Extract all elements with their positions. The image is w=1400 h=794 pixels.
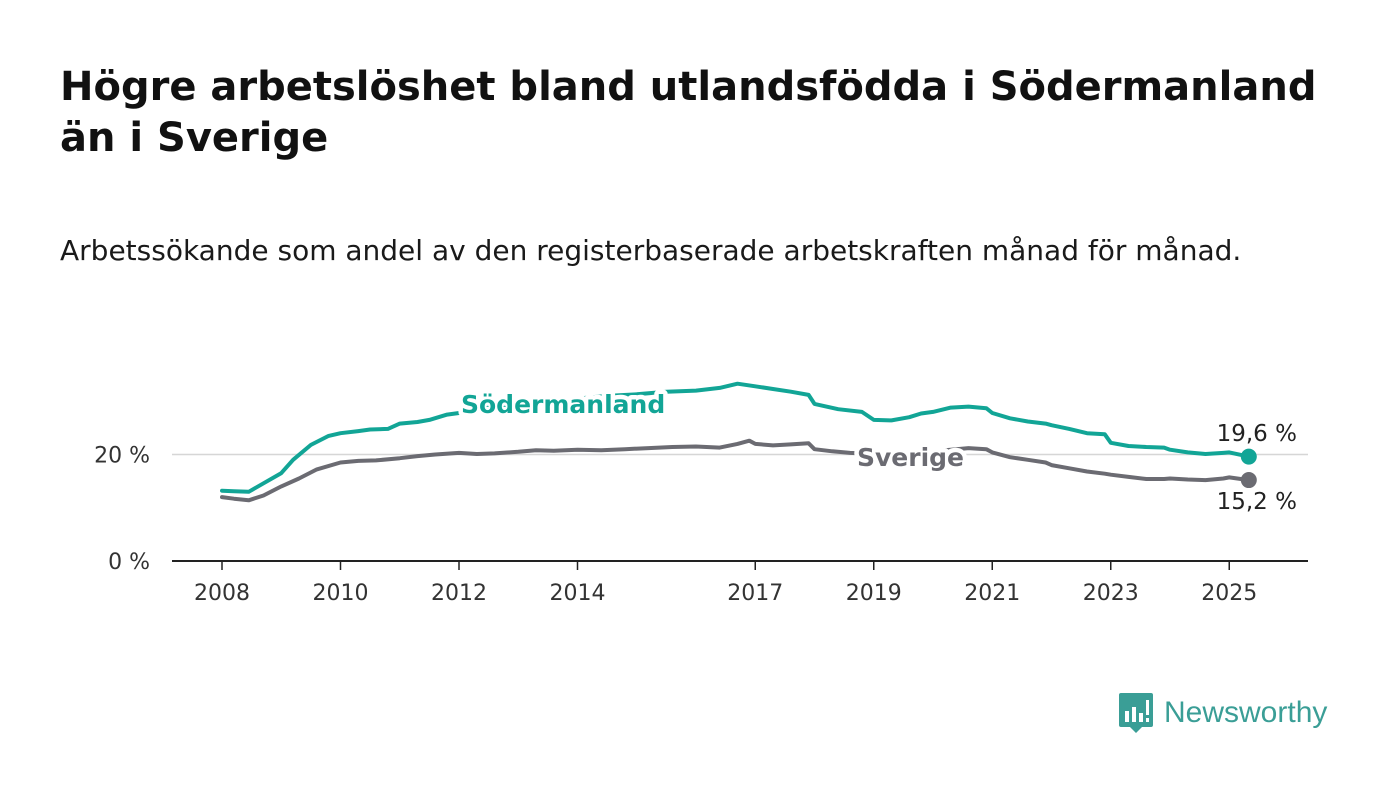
- series-end-point-sverige: [1240, 472, 1257, 489]
- label-layer: 19,6 % 15,2 % Södermanland Sverige: [457, 386, 1298, 516]
- x-tick-label: 2014: [550, 581, 606, 606]
- y-tick-label: 20 %: [94, 444, 150, 469]
- x-tick-label: 2025: [1201, 581, 1257, 606]
- end-value-label-sodermanland: 19,6 %: [1217, 421, 1297, 447]
- x-tick-label: 2021: [964, 581, 1020, 606]
- x-tick-label: 2012: [431, 581, 487, 606]
- x-tick-label: 2008: [194, 581, 250, 606]
- series-line-sverige: [220, 438, 1251, 503]
- y-tick-label: 0 %: [108, 550, 150, 575]
- axis-layer: 0 % 20 % 2008 2010 2012 2014 2017 2019 2021 2023 2…: [94, 444, 1308, 606]
- x-tick-label: 2019: [846, 581, 902, 606]
- brand-name: Newsworthy: [1164, 696, 1328, 729]
- series-label-sverige: Sverige: [857, 443, 964, 472]
- brand-logo: Newsworthy: [1118, 690, 1327, 736]
- x-tick-label: 2017: [727, 581, 783, 606]
- series-layer: [220, 381, 1257, 503]
- series-label-sodermanland: Södermanland: [461, 390, 665, 419]
- newsworthy-logo-icon: [1119, 693, 1153, 733]
- chart-title: Högre arbetslöshet bland utlandsfödda i …: [60, 64, 1317, 161]
- x-tick-label: 2010: [313, 581, 369, 606]
- line-chart: 0 % 20 % 2008 2010 2012 2014 2017 2019 2021 2023 2…: [94, 381, 1308, 606]
- series-line-sodermanland: [220, 381, 1251, 494]
- end-value-label-sverige: 15,2 %: [1217, 489, 1297, 515]
- x-tick-label: 2023: [1083, 581, 1139, 606]
- series-end-point-sodermanland: [1240, 448, 1257, 465]
- chart-subtitle: Arbetssökande som andel av den registerb…: [60, 234, 1242, 267]
